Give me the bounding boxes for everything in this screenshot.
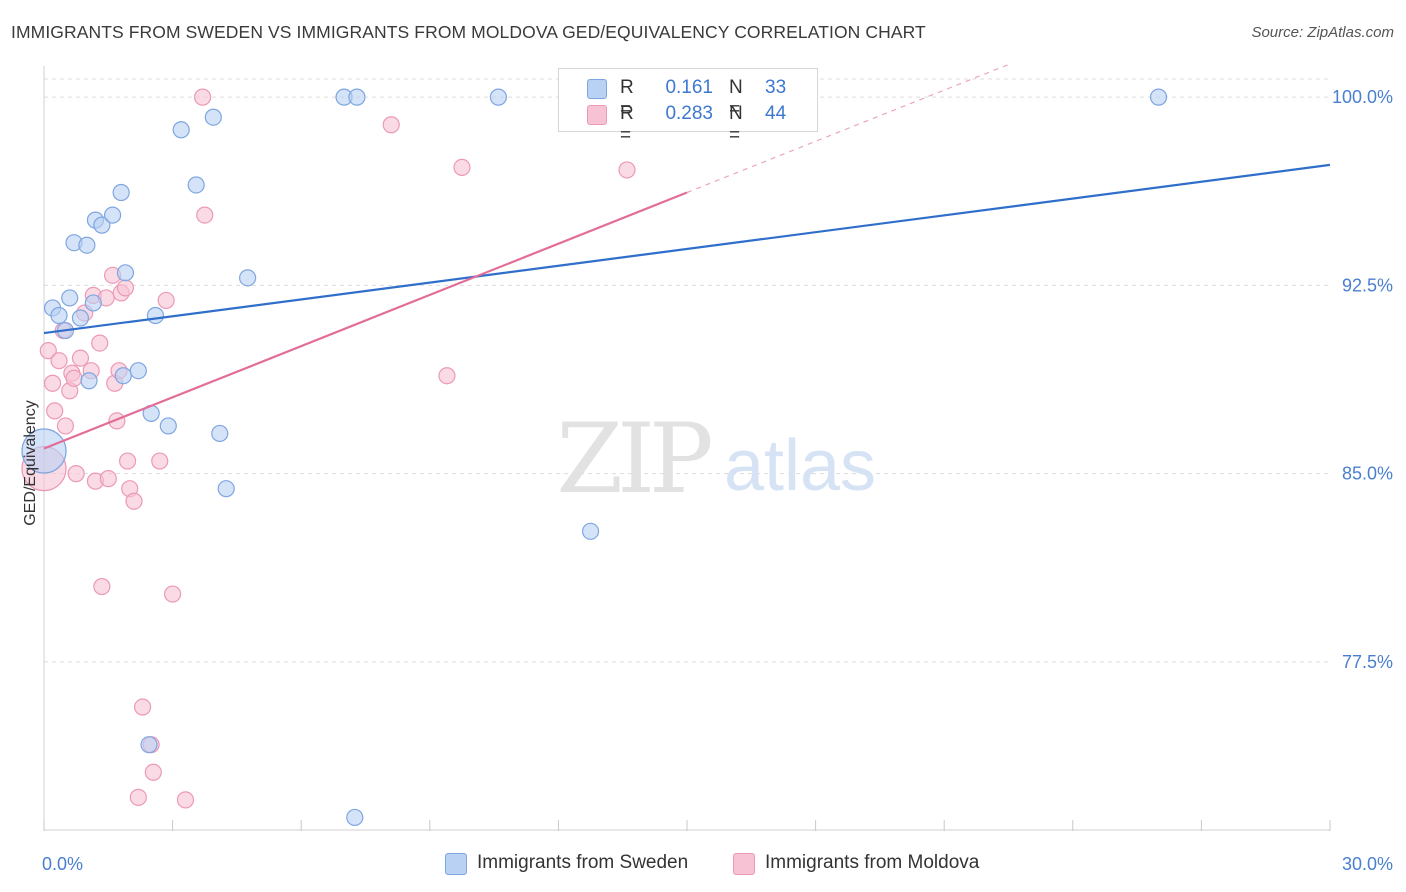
chart-source: Source: ZipAtlas.com	[1251, 24, 1394, 41]
sweden-point	[129, 362, 147, 380]
moldova-point	[116, 279, 135, 297]
sweden-point	[21, 428, 67, 474]
moldova-r-label: R =	[620, 103, 634, 146]
moldova-swatch	[587, 105, 607, 125]
sweden-point	[146, 306, 165, 325]
y-axis-label: GED/Equivalency	[22, 400, 39, 525]
moldova-n-label: N =	[729, 103, 743, 146]
sweden-point	[217, 480, 235, 498]
bottom-moldova-label: Immigrants from Moldova	[765, 852, 980, 873]
sweden-point	[84, 294, 102, 312]
sweden-n-value: 33	[765, 77, 787, 98]
moldova-point	[194, 88, 212, 106]
points-layer	[21, 88, 1168, 827]
sweden-point	[187, 176, 205, 194]
moldova-point	[144, 763, 162, 781]
moldova-point	[125, 492, 143, 510]
y-tick-label: 77.5%	[1342, 652, 1393, 672]
sweden-point	[239, 269, 257, 287]
sweden-point	[103, 206, 122, 224]
chart-title: IMMIGRANTS FROM SWEDEN VS IMMIGRANTS FRO…	[11, 22, 926, 42]
sweden-point	[346, 808, 364, 827]
y-tick-label: 85.0%	[1342, 464, 1393, 484]
moldova-point	[133, 698, 152, 716]
watermark: ZIP atlas	[556, 403, 876, 515]
trend-layer	[43, 63, 1331, 450]
moldova-r-value: 0.283	[665, 103, 713, 124]
sweden-point	[348, 88, 366, 106]
moldova-point	[67, 465, 85, 483]
bottom-sweden-swatch	[445, 853, 467, 875]
bottom-sweden-label: Immigrants from Sweden	[477, 852, 689, 873]
y-tick-label: 100.0%	[1332, 87, 1393, 107]
sweden-point	[78, 236, 96, 254]
stats-legend: R = 0.161 N = 33 R = 0.283 N = 44	[558, 68, 818, 146]
sweden-r-value: 0.161	[665, 77, 713, 98]
sweden-point	[489, 88, 507, 106]
moldova-point	[151, 452, 169, 470]
sweden-point	[112, 183, 130, 202]
sweden-point	[71, 309, 90, 327]
sweden-point	[80, 372, 98, 390]
moldova-trend-extension	[686, 63, 1011, 194]
x-tick-label-start: 0.0%	[42, 854, 83, 874]
sweden-r-label: R =	[620, 77, 634, 120]
moldova-point	[65, 369, 83, 387]
moldova-point	[93, 577, 111, 596]
moldova-point	[438, 367, 456, 385]
moldova-point	[56, 417, 75, 435]
moldova-point	[118, 452, 137, 470]
sweden-point	[159, 417, 177, 435]
moldova-point	[164, 585, 182, 603]
y-tick-label: 92.5%	[1342, 275, 1393, 295]
moldova-point	[46, 402, 64, 420]
moldova-point	[39, 342, 57, 360]
moldova-trend-line	[43, 191, 688, 450]
grid-layer	[44, 78, 1330, 663]
sweden-point	[581, 522, 600, 540]
moldova-point	[196, 206, 214, 224]
moldova-point	[382, 116, 400, 134]
moldova-point	[618, 161, 636, 179]
sweden-point	[114, 367, 132, 385]
label-layer: 77.5% 85.0% 92.5% 100.0% 0.0% 30.0%	[42, 87, 1393, 874]
x-tick-label-end: 30.0%	[1342, 854, 1393, 874]
sweden-point	[50, 306, 68, 325]
sweden-point	[140, 736, 158, 754]
sweden-point	[61, 289, 79, 307]
sweden-n-label: N =	[729, 77, 743, 120]
moldova-n-value: 44	[765, 103, 787, 124]
moldova-point	[453, 158, 471, 177]
sweden-point	[211, 424, 229, 443]
watermark-atlas: atlas	[724, 426, 876, 506]
sweden-swatch	[587, 79, 607, 99]
moldova-point	[129, 788, 147, 806]
sweden-trend-line	[43, 163, 1331, 335]
sweden-point	[116, 264, 135, 282]
sweden-point	[1149, 88, 1168, 106]
moldova-point	[176, 791, 195, 809]
sweden-point	[172, 121, 190, 139]
moldova-point	[43, 374, 62, 392]
moldova-point	[91, 334, 109, 352]
moldova-point	[99, 470, 117, 488]
moldova-point	[71, 349, 90, 367]
sweden-point	[93, 216, 111, 234]
moldova-point	[157, 291, 175, 310]
sweden-point	[204, 108, 222, 126]
moldova-point	[50, 352, 68, 370]
watermark-zip: ZIP	[556, 403, 711, 515]
bottom-moldova-swatch	[733, 853, 755, 875]
